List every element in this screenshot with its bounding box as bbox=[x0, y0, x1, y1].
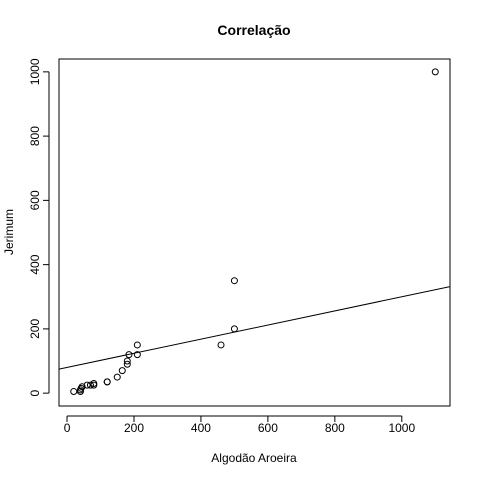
chart-title: Correlação bbox=[217, 22, 290, 38]
x-tick-label: 600 bbox=[258, 421, 278, 435]
x-tick-label: 400 bbox=[191, 421, 211, 435]
data-point bbox=[231, 326, 237, 332]
x-axis: 0 200 400 600 800 1000 bbox=[64, 416, 416, 435]
y-tick-label: 1000 bbox=[28, 58, 42, 85]
data-point bbox=[71, 389, 77, 395]
data-point bbox=[218, 342, 224, 348]
data-point bbox=[432, 69, 438, 75]
y-axis: 0 200 400 600 800 1000 bbox=[28, 58, 49, 396]
regression-line bbox=[59, 287, 450, 370]
y-tick-label: 800 bbox=[28, 126, 42, 146]
data-point bbox=[114, 374, 120, 380]
x-tick-label: 200 bbox=[124, 421, 144, 435]
y-tick-label: 0 bbox=[28, 389, 42, 396]
x-tick-label: 0 bbox=[64, 421, 71, 435]
y-axis-label: Jerimum bbox=[2, 209, 16, 255]
y-tick-label: 400 bbox=[28, 254, 42, 274]
data-point bbox=[134, 342, 140, 348]
y-tick-label: 600 bbox=[28, 190, 42, 210]
data-point bbox=[104, 379, 110, 385]
data-point bbox=[119, 368, 125, 374]
data-point bbox=[231, 278, 237, 284]
y-tick-label: 200 bbox=[28, 319, 42, 339]
data-points bbox=[71, 69, 439, 395]
x-tick-label: 1000 bbox=[388, 421, 415, 435]
x-tick-label: 800 bbox=[325, 421, 345, 435]
plot-frame bbox=[59, 59, 450, 406]
x-axis-label: Algodão Aroeira bbox=[211, 451, 297, 465]
